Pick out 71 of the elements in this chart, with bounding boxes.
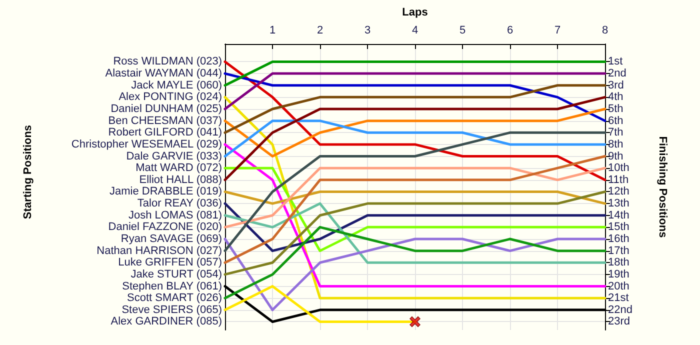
y2-tick-label: 15th — [608, 221, 630, 234]
series-label: Talor REAY (036) — [137, 198, 222, 210]
series-label: Ryan SAVAGE (069) — [120, 233, 222, 245]
line-series — [224, 155, 606, 264]
series-label: Ben CHEESMAN (037) — [108, 114, 222, 127]
series-label: Stephen BLAY (061) — [122, 280, 222, 292]
series-label: Alastair WAYMAN (044) — [105, 68, 222, 80]
series-label: Elliot HALL (088) — [139, 174, 222, 186]
series-label: Luke GRIFFEN (057) — [118, 256, 222, 269]
text: Alex GARDINER (085) — [110, 316, 222, 328]
y2-tick-label: 17th — [608, 244, 630, 257]
y2-axis-title: Finishing Positions — [656, 136, 668, 238]
y2-tick-label: 10th — [608, 162, 630, 174]
y2-tick-label: 22nd — [608, 304, 632, 316]
line-series — [224, 202, 606, 252]
y2-tick-label: 23rd — [608, 316, 630, 328]
y2-tick-label: 21st — [608, 292, 629, 304]
x-tick-label: 6 — [506, 24, 514, 36]
y2-tick-label: 16th — [608, 233, 630, 245]
y2-tick-label: 1st — [608, 56, 623, 68]
x-tick-label: 3 — [364, 24, 371, 36]
line-series — [224, 190, 606, 276]
text: Starting Positions — [22, 124, 34, 220]
x-tick-label: 7 — [554, 24, 561, 36]
x-tick-label: 4 — [412, 24, 418, 36]
series-label: Ross WILDMAN (023) — [113, 56, 222, 68]
y2-tick-label: 7th — [608, 126, 624, 139]
series-label: Scott SMART (026) — [127, 292, 222, 304]
y2-tick-label: 18th — [608, 256, 630, 269]
line-series — [224, 238, 606, 312]
x-tick-label: 2 — [316, 24, 324, 36]
y2-tick-label: 11th — [608, 174, 629, 186]
y2-tick-label: 8th — [608, 138, 624, 150]
series-label: Jake STURT (054) — [130, 268, 222, 280]
y2-tick-label: 13th — [608, 198, 630, 210]
y2-tick-label: 9th — [608, 150, 624, 162]
series-label: Jamie DRABBLE (019) — [110, 186, 222, 198]
y2-tick-label: 4th — [608, 91, 624, 104]
line-series — [224, 131, 606, 252]
y2-tick-label: 3rd — [608, 79, 624, 92]
series-label: Josh LOMAS (081) — [128, 209, 222, 222]
x-axis-title: Laps — [402, 6, 428, 18]
line-series — [224, 60, 606, 182]
y2-tick-label: 2nd — [608, 68, 626, 80]
y2-tick-label: 6th — [608, 114, 624, 127]
series-label: Jack MAYLE (060) — [131, 79, 222, 92]
y2-tick-label: 12th — [608, 186, 630, 198]
series-label: Steve SPIERS (065) — [122, 304, 222, 316]
series-label: Nathan HARRISON (027) — [96, 244, 222, 257]
line-series — [224, 120, 606, 158]
line-series — [224, 166, 606, 228]
y2-tick-label: 19th — [608, 268, 630, 280]
x-tick-label: 5 — [459, 24, 466, 36]
y2-tick-label: 20th — [608, 280, 630, 292]
series-label: Daniel DUNHAM (025) — [110, 103, 222, 115]
y2-tick-label: 14th — [608, 209, 630, 222]
line-series — [224, 72, 606, 122]
line-series — [224, 84, 606, 134]
series-label: Matt WARD (072) — [136, 162, 222, 174]
series-label: Christopher WESEMAEL (029) — [71, 138, 222, 150]
series-label: Daniel FAZZONE (020) — [108, 221, 222, 234]
series-label: Robert GILFORD (041) — [108, 126, 222, 139]
series-label: Dale GARVIE (033) — [126, 150, 222, 162]
y2-tick-label: 5th — [608, 103, 624, 115]
x-tick-label: 8 — [602, 24, 608, 36]
series-label: Alex PONTING (024) — [118, 91, 222, 104]
line-series — [224, 226, 606, 300]
line-series — [224, 96, 606, 182]
x-tick-label: 1 — [269, 24, 276, 36]
line-series — [224, 108, 606, 158]
line-series — [224, 202, 606, 264]
